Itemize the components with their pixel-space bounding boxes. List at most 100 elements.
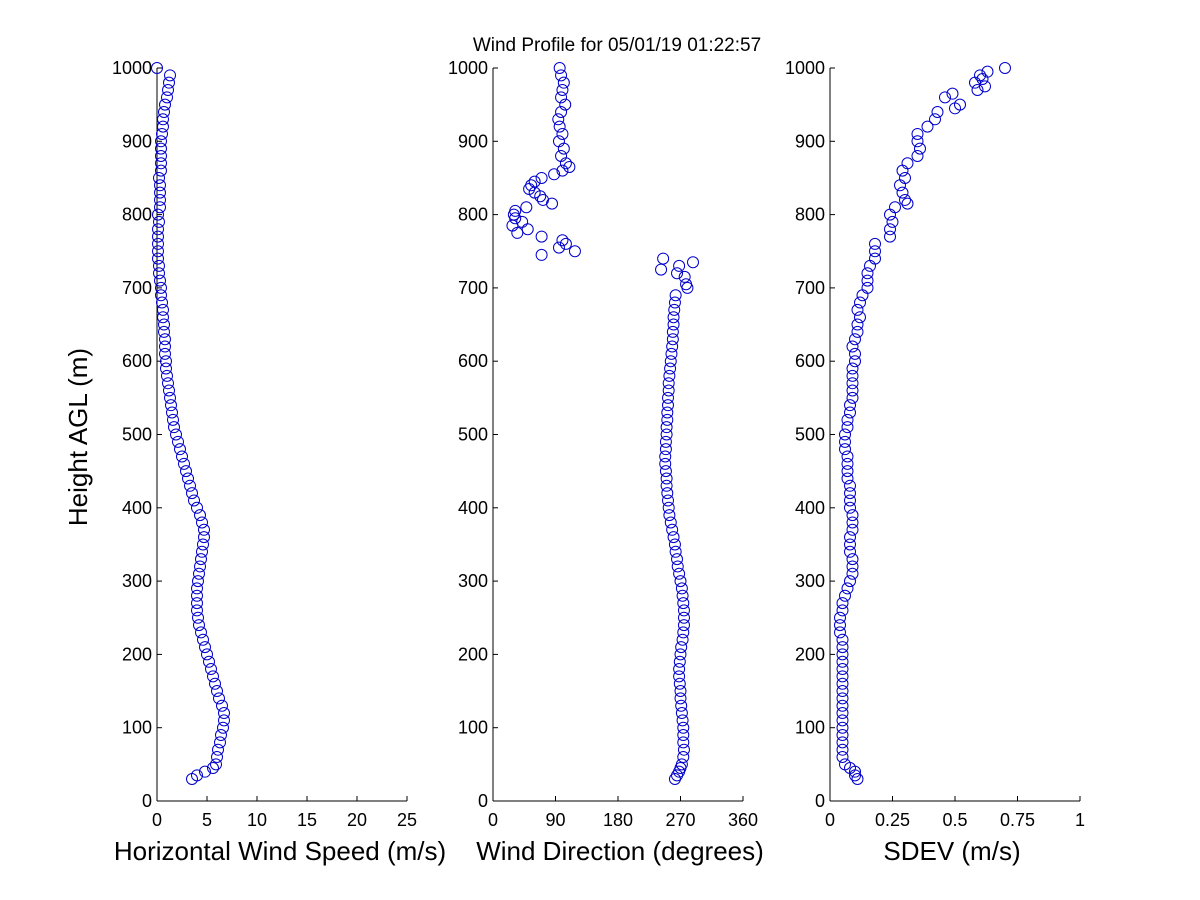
sdev-data-point — [886, 215, 899, 228]
sdev-data-point — [841, 421, 854, 434]
speed-data-point — [184, 479, 196, 492]
direction-x-tick-label: 360 — [728, 810, 758, 830]
sdev-data-point — [846, 362, 859, 375]
direction-data-point — [555, 149, 568, 162]
direction-data-point — [660, 479, 673, 492]
direction-y-tick-label: 700 — [458, 278, 488, 298]
speed-data-point — [159, 340, 171, 353]
speed-data-point — [157, 303, 169, 316]
sdev-data-point — [894, 179, 906, 192]
speed-y-tick-label: 900 — [122, 131, 152, 151]
sdev-data-point — [836, 597, 849, 610]
sdev-data-point — [864, 259, 876, 272]
sdev-y-tick-label: 800 — [795, 205, 825, 225]
sdev-x-tick-label: 0.75 — [1000, 810, 1035, 830]
sdev-data-point — [836, 721, 849, 734]
speed-data-point — [162, 83, 174, 96]
speed-data-point — [155, 135, 167, 148]
sdev-data-point — [921, 120, 934, 133]
sdev-y-tick-label: 600 — [795, 351, 825, 371]
speed-data-point — [205, 663, 217, 676]
sdev-data-point — [846, 516, 859, 529]
direction-data-point — [673, 663, 686, 676]
direction-data-point — [563, 160, 576, 173]
direction-data-point — [556, 234, 569, 247]
sdev-data-point — [999, 62, 1011, 74]
speed-data-point — [211, 685, 223, 698]
direction-data-point — [673, 259, 686, 272]
sdev-data-point — [841, 472, 854, 485]
speed-data-point — [194, 560, 206, 573]
sdev-data-point — [954, 98, 966, 111]
direction-data-point — [668, 538, 681, 551]
direction-data-point — [665, 347, 678, 360]
sdev-data-point — [846, 553, 859, 566]
sdev-data-point — [846, 567, 859, 580]
speed-x-tick-label: 20 — [347, 810, 367, 830]
direction-y-tick-label: 1000 — [448, 58, 488, 78]
sdev-points — [834, 62, 1011, 786]
speed-y-axis-label: Height AGL (m) — [63, 348, 93, 526]
speed-data-point — [196, 545, 208, 558]
speed-data-point — [201, 648, 213, 661]
direction-data-point — [660, 421, 673, 434]
speed-points — [151, 62, 230, 786]
direction-data-point — [673, 677, 686, 690]
sdev-data-point — [884, 208, 896, 221]
speed-data-point — [196, 516, 208, 529]
direction-y-tick-label: 400 — [458, 498, 488, 518]
direction-data-point — [661, 413, 674, 426]
speed-data-point — [158, 105, 170, 118]
speed-data-point — [152, 252, 164, 265]
sdev-data-point — [884, 223, 896, 236]
speed-data-point — [154, 201, 166, 214]
sdev-data-point — [836, 685, 849, 698]
direction-points — [506, 62, 699, 786]
sdev-data-point — [911, 135, 924, 148]
speed-data-point — [218, 707, 230, 720]
direction-x-tick-label: 180 — [603, 810, 633, 830]
speed-y-tick-label: 1000 — [112, 58, 152, 78]
direction-data-point — [687, 256, 699, 269]
direction-data-point — [568, 245, 581, 258]
direction-data-point — [555, 69, 568, 82]
speed-data-point — [188, 494, 200, 507]
direction-data-point — [668, 296, 681, 309]
sdev-data-point — [899, 193, 911, 206]
sdev-data-point — [846, 391, 859, 404]
direction-data-point — [552, 113, 565, 126]
speed-data-point — [155, 164, 167, 177]
sdev-data-point — [841, 465, 854, 478]
direction-data-point — [525, 179, 538, 192]
speed-y-tick-label: 600 — [122, 351, 152, 371]
direction-data-point — [669, 289, 682, 302]
direction-data-point — [678, 270, 691, 283]
direction-data-point — [535, 171, 548, 184]
direction-data-point — [552, 135, 565, 148]
speed-data-point — [156, 296, 168, 309]
direction-data-point — [673, 670, 686, 683]
sdev-data-point — [841, 457, 854, 470]
direction-data-point — [553, 62, 566, 74]
sdev-x-axis-label: SDEV (m/s) — [883, 836, 1020, 866]
speed-data-point — [191, 582, 203, 595]
direction-data-point — [668, 303, 681, 316]
sdev-data-point — [836, 663, 849, 676]
sdev-data-point — [911, 149, 924, 162]
speed-data-point — [152, 237, 164, 250]
sdev-data-point — [836, 641, 849, 654]
speed-data-point — [154, 274, 166, 287]
speed-data-point — [178, 457, 190, 470]
sdev-data-point — [839, 758, 851, 771]
speed-data-point — [159, 333, 171, 346]
speed-data-point — [211, 751, 223, 764]
speed-x-tick-label: 5 — [202, 810, 212, 830]
speed-data-point — [160, 355, 172, 368]
speed-data-point — [191, 769, 203, 782]
sdev-data-point — [836, 707, 849, 720]
sdev-data-point — [846, 384, 859, 397]
speed-y-tick-label: 700 — [122, 278, 152, 298]
sdev-data-point — [844, 399, 856, 412]
direction-data-point — [677, 611, 690, 624]
